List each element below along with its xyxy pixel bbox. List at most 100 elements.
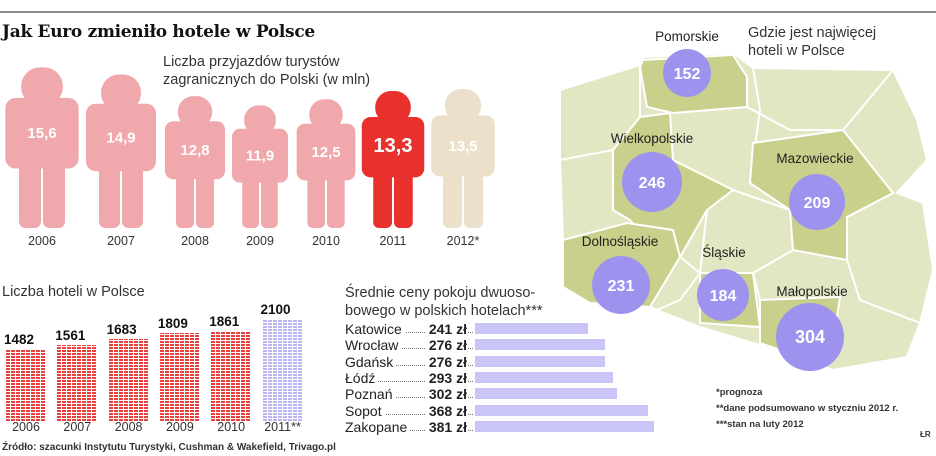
region-label: Śląskie — [702, 245, 746, 260]
year-label: 2011 — [380, 234, 407, 248]
region-border — [846, 259, 921, 324]
year-label: 2007 — [107, 234, 135, 248]
person-leg — [242, 174, 259, 228]
person-icon — [361, 91, 425, 228]
leader-dots — [345, 348, 473, 350]
region-label: Dolnośląskie — [581, 234, 659, 249]
prices-title: Średnie ceny pokoju dwuoso- bowego w pol… — [345, 284, 543, 320]
price-value: 276 zł — [425, 353, 467, 370]
hotel-count-bubble — [697, 269, 749, 321]
city-label: Poznań — [345, 386, 396, 403]
hotel-bar — [108, 339, 149, 421]
price-row: Łódź 293 zł — [345, 369, 675, 386]
year-label: 2006 — [12, 420, 40, 434]
year-label: 2008 — [114, 420, 143, 434]
person-torso — [164, 121, 226, 180]
page-title: Jak Euro zmieniło hotele w Polsce — [2, 22, 315, 42]
region-border — [559, 149, 614, 161]
hotel-value: 1561 — [55, 328, 86, 344]
region-value: 184 — [710, 288, 737, 305]
person-leg — [175, 171, 194, 228]
year-label: 2008 — [181, 234, 209, 248]
price-value: 293 zł — [425, 369, 467, 386]
hotel-bar — [57, 345, 98, 421]
person-leg — [394, 169, 413, 228]
year-label: 2009 — [246, 234, 274, 248]
hotel-bar — [6, 348, 46, 421]
person-torso — [232, 128, 288, 183]
price-value: 241 zł — [425, 321, 467, 337]
price-row: Gdańsk 276 zł — [345, 353, 675, 370]
hotel-value: 1861 — [209, 313, 240, 329]
price-value: 302 zł — [425, 386, 467, 403]
person-icon — [431, 88, 495, 228]
data-label: 13,3 — [374, 135, 413, 157]
person-leg — [43, 160, 65, 228]
person-head — [177, 96, 213, 128]
year-label: 2012* — [447, 234, 480, 248]
price-row: Poznań 302 zł — [345, 386, 675, 403]
hotel-count-bubble — [592, 256, 650, 314]
region-value: 152 — [674, 66, 701, 83]
person-leg — [307, 172, 325, 228]
price-value: 381 zł — [425, 418, 467, 435]
price-bar — [475, 355, 605, 367]
person-leg — [196, 171, 215, 228]
city-label: Sopot — [345, 402, 385, 419]
leader-dots — [345, 380, 473, 382]
map-title: Gdzie jest najwięcej hoteli w Polsce — [748, 24, 876, 60]
region-value: 231 — [608, 278, 635, 295]
data-label: 15,6 — [27, 125, 56, 142]
person-icon — [232, 105, 288, 228]
city-label: Gdańsk — [345, 353, 397, 370]
person-icon — [85, 74, 157, 228]
region-label: Mazowieckie — [776, 151, 854, 166]
person-leg — [19, 160, 41, 228]
hotel-value: 2100 — [260, 301, 291, 317]
person-head — [444, 88, 482, 123]
city-label: Zakopane — [345, 418, 411, 435]
footnote: **dane podsumowano w styczniu 2012 r. — [716, 403, 899, 414]
data-label: 12,8 — [180, 142, 209, 159]
hotels-title: Liczba hoteli w Polsce — [2, 284, 145, 300]
person-leg — [442, 168, 462, 228]
hotel-count-bubble — [663, 49, 711, 97]
author-signature: ŁR — [920, 430, 931, 439]
person-torso — [296, 123, 356, 181]
price-value: 368 zł — [425, 402, 467, 419]
leader-dots — [345, 332, 473, 333]
person-head — [21, 67, 63, 106]
hotel-bar — [262, 318, 303, 421]
map-title-line: Gdzie jest najwięcej — [748, 25, 877, 41]
region-label: Pomorskie — [655, 29, 719, 44]
city-label: Katowice — [345, 321, 405, 337]
person-torso — [431, 115, 495, 177]
price-bar — [475, 339, 605, 351]
region-value: 246 — [639, 175, 666, 192]
tourists-chart: 15,6 2006 14,9 2007 12,8 2008 11,9 2009 12,5 2010… — [5, 67, 495, 248]
region-border — [732, 189, 791, 211]
source-note: Źródło: szacunki Instytutu Turystyki, Cu… — [2, 442, 336, 453]
data-label: 13,5 — [448, 138, 477, 155]
person-icon — [296, 99, 356, 228]
person-torso — [5, 97, 79, 169]
region-border — [842, 69, 894, 131]
person-torso — [85, 103, 157, 172]
hotel-count-bubble — [789, 174, 845, 230]
city-label: Wrocław — [345, 337, 402, 354]
year-label: 2006 — [28, 234, 56, 248]
price-bar — [475, 371, 613, 383]
year-label: 2007 — [63, 420, 92, 434]
person-leg — [261, 174, 278, 228]
leader-dots — [345, 364, 473, 366]
year-label: 2010 — [217, 420, 246, 434]
top-rule — [0, 11, 936, 13]
person-torso — [361, 117, 425, 178]
year-label: 2009 — [165, 420, 194, 434]
person-leg — [98, 163, 120, 228]
person-head — [375, 91, 411, 124]
price-bar — [475, 323, 589, 334]
price-bar — [475, 404, 648, 416]
